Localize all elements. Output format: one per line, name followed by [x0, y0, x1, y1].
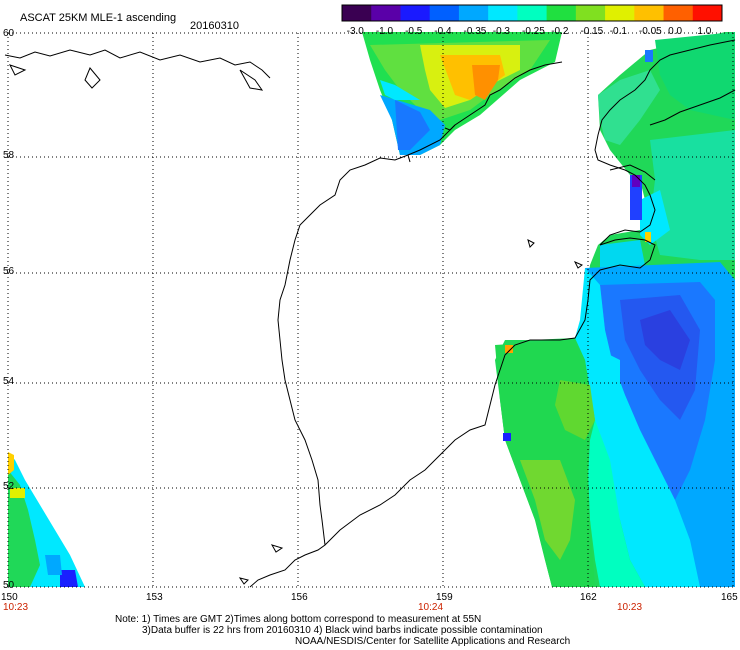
footnote-line-2: 3)Data buffer is 22 hrs from 20160310 4)… [142, 625, 543, 636]
colorbar-tick-label: -0.3 [492, 26, 510, 37]
colorbar-segment [546, 5, 577, 21]
lat-lon-grid [7, 32, 735, 588]
colorbar-tick-label: -0.25 [522, 26, 545, 37]
colorbar-segment [400, 5, 431, 21]
map-date: 20160310 [190, 20, 239, 32]
lon-label-165: 165 [721, 592, 738, 603]
colorbar-segment [342, 5, 372, 21]
colorbar-tick-label: -1.0 [375, 26, 394, 37]
lon-label-153: 153 [146, 592, 163, 603]
lat-label-54: 54 [3, 376, 15, 387]
footnote-line-1: Note: 1) Times are GMT 2)Times along bot… [115, 614, 482, 625]
time-label-right: 10:23 [617, 602, 643, 613]
colorbar-segment [575, 5, 606, 21]
coastline [4, 39, 736, 588]
swath-east [495, 32, 735, 587]
lon-label-156: 156 [291, 592, 308, 603]
colorbar-segment [371, 5, 401, 21]
colorbar-segment [458, 5, 489, 21]
lon-label-150: 150 [1, 592, 18, 603]
colorbar-tick-label: -0.15 [580, 26, 604, 37]
colorbar-tick-label: 0.0 [668, 26, 683, 37]
colorbar-tick-label: -0.5 [405, 26, 423, 37]
time-label-center: 10:24 [418, 602, 444, 613]
colorbar-tick-label: 1.0 [697, 26, 712, 37]
footnote: Note: 1) Times are GMT 2)Times along bot… [110, 614, 670, 647]
colorbar-segment [517, 5, 548, 21]
colorbar-tick-label: -0.4 [434, 26, 452, 37]
swath-north [362, 32, 562, 155]
colorbar-segment [605, 5, 635, 21]
colorbar [341, 4, 723, 22]
colorbar-tick-label: -0.2 [551, 26, 569, 37]
colorbar-tick-label: -0.05 [638, 26, 662, 37]
lat-label-52: 52 [3, 481, 15, 492]
colorbar-border [341, 4, 723, 22]
footnote-line-3: NOAA/NESDIS/Center for Satellite Applica… [295, 636, 571, 647]
colorbar-tick-label: -3.0 [346, 26, 364, 37]
map-title: ASCAT 25KM MLE-1 ascending [20, 12, 177, 24]
colorbar-segment [692, 5, 723, 21]
lon-label-159: 159 [436, 592, 453, 603]
swath-southwest [8, 452, 85, 587]
colorbar-tick-label: -0.1 [609, 26, 627, 37]
colorbar-segment [488, 5, 518, 21]
lon-label-162: 162 [580, 592, 597, 603]
colorbar-segment [429, 5, 460, 21]
time-label-left: 10:23 [3, 602, 29, 613]
lat-label-60: 60 [3, 28, 15, 39]
colorbar-segment [663, 5, 694, 21]
colorbar-segment [634, 5, 665, 21]
lat-label-50: 50 [3, 580, 15, 591]
colorbar-tick-label: -0.35 [463, 26, 487, 37]
lat-label-56: 56 [3, 266, 15, 277]
lat-label-58: 58 [3, 150, 15, 161]
